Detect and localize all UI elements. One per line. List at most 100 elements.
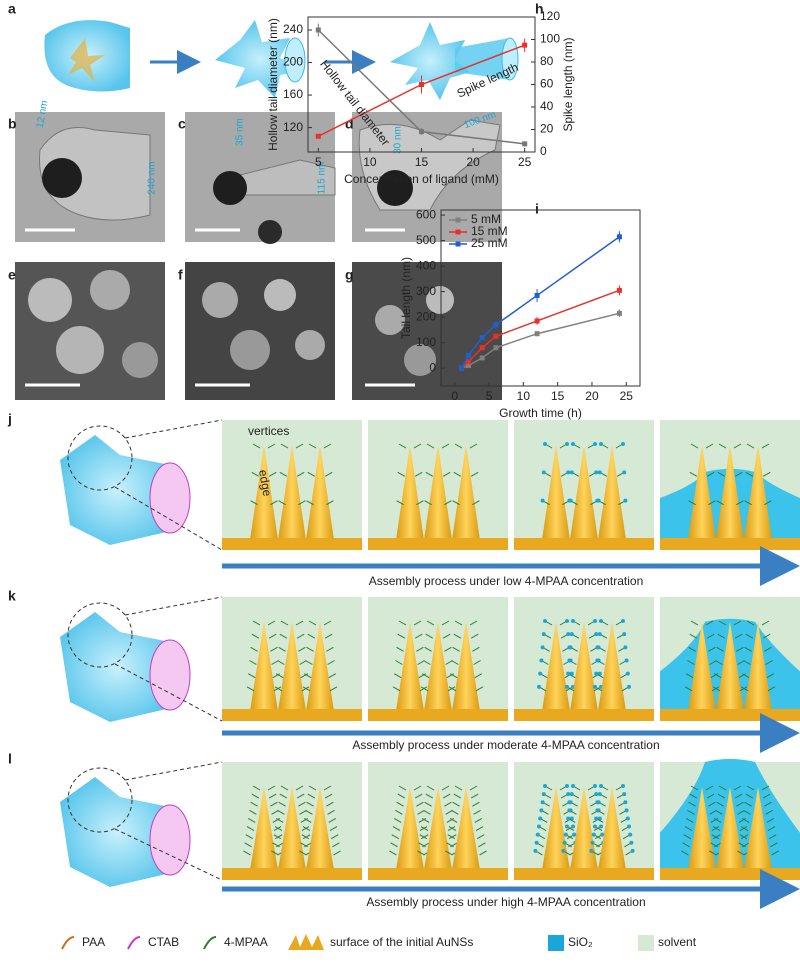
ligand bbox=[688, 801, 696, 807]
ligand bbox=[392, 826, 401, 831]
ligand bbox=[706, 793, 715, 799]
ligand bbox=[711, 834, 720, 840]
ligand-head bbox=[597, 792, 602, 797]
ligand bbox=[280, 785, 289, 791]
marker bbox=[465, 352, 471, 358]
ligand bbox=[250, 801, 258, 807]
ligand bbox=[741, 818, 750, 823]
ligand bbox=[419, 834, 428, 840]
ligand bbox=[396, 646, 404, 652]
ligand-head bbox=[569, 470, 574, 475]
ligand bbox=[745, 471, 754, 477]
gold-spike bbox=[598, 787, 626, 870]
ligand-head bbox=[539, 658, 544, 663]
ligand bbox=[445, 660, 453, 665]
ligand bbox=[305, 660, 313, 665]
ligand bbox=[425, 633, 434, 639]
ligand bbox=[421, 818, 430, 823]
ligand-head bbox=[566, 792, 571, 797]
process-caption: Assembly process under high 4-MPAA conce… bbox=[366, 895, 645, 909]
nanostar-illustration bbox=[60, 435, 175, 545]
marker bbox=[616, 287, 622, 293]
ligand bbox=[423, 660, 431, 665]
gold-surface bbox=[660, 709, 800, 721]
ligand-head bbox=[594, 671, 599, 676]
ligand bbox=[300, 818, 309, 823]
ligand bbox=[398, 620, 407, 626]
ligand-head bbox=[537, 824, 541, 829]
ligand-head bbox=[571, 619, 575, 623]
y2-tick-label: 120 bbox=[540, 9, 560, 23]
ligand bbox=[746, 785, 755, 791]
ligand-head bbox=[593, 784, 597, 788]
ligand bbox=[740, 686, 749, 692]
ligand bbox=[738, 842, 746, 848]
ligand bbox=[734, 793, 743, 799]
ligand bbox=[391, 834, 400, 840]
ligand bbox=[744, 801, 752, 807]
ligand bbox=[688, 646, 696, 652]
ligand bbox=[451, 809, 459, 815]
ligand-head bbox=[597, 632, 602, 637]
legend-label: 5 mM bbox=[471, 212, 501, 226]
marker bbox=[522, 42, 528, 48]
gold-spike bbox=[598, 445, 626, 540]
gold-spike bbox=[250, 787, 278, 870]
ligand bbox=[717, 793, 726, 799]
ligand bbox=[413, 785, 422, 791]
ligand bbox=[708, 646, 716, 652]
gold-spike bbox=[278, 445, 306, 540]
gold-spike bbox=[424, 445, 452, 540]
ligand bbox=[268, 471, 277, 477]
ligand bbox=[324, 633, 333, 639]
ligand bbox=[743, 660, 751, 665]
ligand bbox=[397, 633, 406, 639]
ligand bbox=[738, 818, 747, 823]
marker bbox=[522, 141, 528, 147]
ligand bbox=[737, 850, 745, 856]
gold-spike bbox=[570, 622, 598, 711]
ligand-head bbox=[561, 848, 566, 853]
ligand-head bbox=[628, 832, 633, 837]
legend-label: surface of the initial AuNSs bbox=[330, 935, 473, 949]
ligand bbox=[705, 620, 714, 626]
gold-spike bbox=[744, 787, 772, 870]
legend-label: 15 mM bbox=[471, 224, 508, 238]
y-tick-label: 200 bbox=[283, 55, 303, 69]
process-caption: Assembly process under low 4-MPAA concen… bbox=[369, 574, 644, 588]
y2-tick-label: 80 bbox=[540, 54, 554, 68]
ligand bbox=[715, 660, 723, 665]
ligand bbox=[706, 633, 715, 639]
ligand bbox=[746, 443, 755, 449]
ligand-head bbox=[593, 824, 597, 829]
ligand bbox=[305, 809, 313, 815]
ligand bbox=[762, 793, 771, 799]
ligand bbox=[247, 673, 256, 679]
ligand-head bbox=[624, 808, 629, 813]
ligand bbox=[418, 673, 427, 679]
ligand-head bbox=[589, 848, 594, 853]
ligand bbox=[251, 793, 260, 799]
ligand bbox=[270, 646, 278, 652]
ligand bbox=[687, 809, 695, 815]
gold-spike bbox=[688, 622, 716, 711]
zoom-circle bbox=[67, 425, 133, 491]
ligand bbox=[452, 500, 460, 506]
ligand bbox=[740, 834, 749, 840]
marker bbox=[493, 322, 499, 328]
ligand bbox=[454, 620, 463, 626]
ligand-head bbox=[594, 792, 599, 797]
ligand bbox=[470, 633, 479, 639]
gold-spike bbox=[452, 622, 480, 711]
ligand bbox=[738, 673, 747, 679]
ligand-head bbox=[599, 619, 603, 623]
ligand bbox=[690, 443, 699, 449]
ligand bbox=[295, 620, 304, 626]
ligand bbox=[296, 471, 305, 477]
ligand-head bbox=[541, 632, 546, 637]
ligand-head bbox=[593, 684, 597, 689]
gold-spike bbox=[396, 445, 424, 540]
ligand-head bbox=[565, 442, 569, 446]
ligand bbox=[452, 646, 460, 652]
ligand bbox=[685, 818, 694, 823]
